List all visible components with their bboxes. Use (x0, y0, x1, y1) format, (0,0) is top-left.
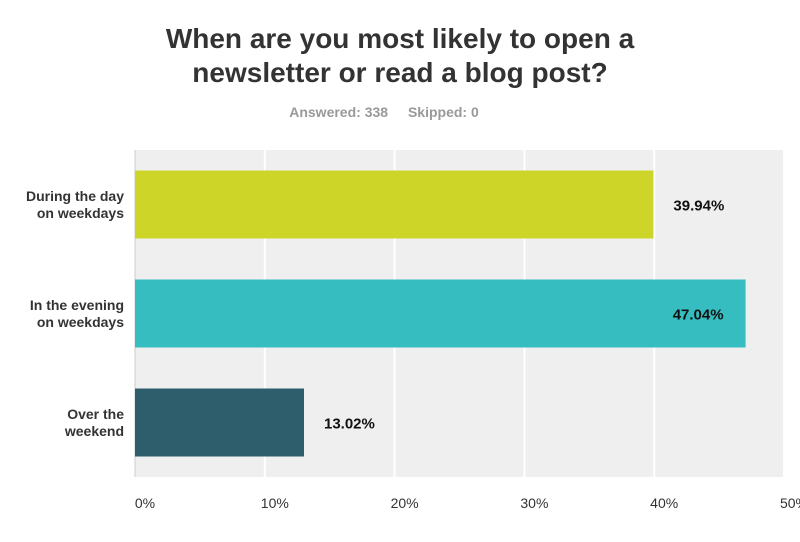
x-tick-label: 40% (650, 495, 678, 511)
bar (135, 388, 304, 457)
data-label: 39.94% (673, 198, 724, 215)
response-stats: Answered: 338 Skipped: 0 (0, 104, 768, 120)
x-tick-label: 10% (261, 495, 289, 511)
x-tick-label: 20% (391, 495, 419, 511)
answered-count: Answered: 338 (289, 104, 389, 120)
bar (135, 170, 654, 239)
category-label: During the day (26, 188, 124, 204)
bar (135, 279, 746, 348)
category-label: Over the (67, 406, 124, 422)
data-label: 13.02% (324, 416, 375, 433)
chart-title-line-1: When are you most likely to open a (165, 23, 635, 54)
data-label: 47.04% (673, 307, 724, 324)
chart-title-line-2: newsletter or read a blog post? (192, 57, 608, 88)
x-tick-label: 50% (780, 495, 800, 511)
x-tick-label: 0% (135, 495, 155, 511)
category-label: on weekdays (37, 205, 124, 221)
x-tick-label: 30% (520, 495, 548, 511)
category-label: on weekdays (37, 314, 124, 330)
chart-title: When are you most likely to open a newsl… (0, 22, 800, 90)
category-label: In the evening (30, 297, 124, 313)
skipped-count: Skipped: 0 (407, 104, 479, 120)
category-label: weekend (64, 423, 124, 439)
